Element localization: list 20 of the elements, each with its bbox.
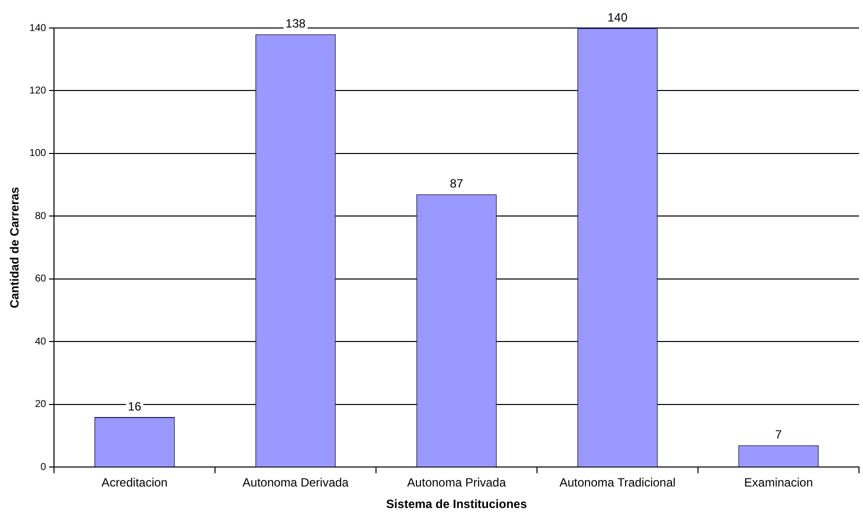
x-tick-label: Acreditacion bbox=[102, 476, 168, 490]
y-tick-label: 20 bbox=[34, 399, 47, 410]
y-tick-label: 140 bbox=[29, 22, 47, 34]
x-tick-label: Autonoma Privada bbox=[407, 476, 506, 490]
x-tick-label: Examinacion bbox=[744, 476, 813, 490]
y-tick-label: 60 bbox=[34, 274, 47, 285]
y-tick-label: 40 bbox=[34, 336, 47, 348]
y-tick-label: 80 bbox=[34, 210, 47, 222]
y-tick-label: 120 bbox=[29, 85, 47, 96]
x-tick-label: Autonoma Tradicional bbox=[559, 476, 676, 490]
data-label: 16 bbox=[128, 399, 142, 414]
data-label: 138 bbox=[286, 16, 306, 31]
data-label: 140 bbox=[608, 10, 628, 24]
data-label: 7 bbox=[775, 428, 782, 442]
y-tick-label: 100 bbox=[29, 148, 47, 160]
y-tick-label: 0 bbox=[40, 462, 47, 473]
x-tick-label: Autonoma Derivada bbox=[242, 476, 349, 490]
x-axis-title: Sistema de Instituciones bbox=[386, 497, 528, 512]
data-label: 87 bbox=[450, 176, 464, 191]
y-axis-title: Cantidad de Carreras bbox=[8, 186, 22, 308]
